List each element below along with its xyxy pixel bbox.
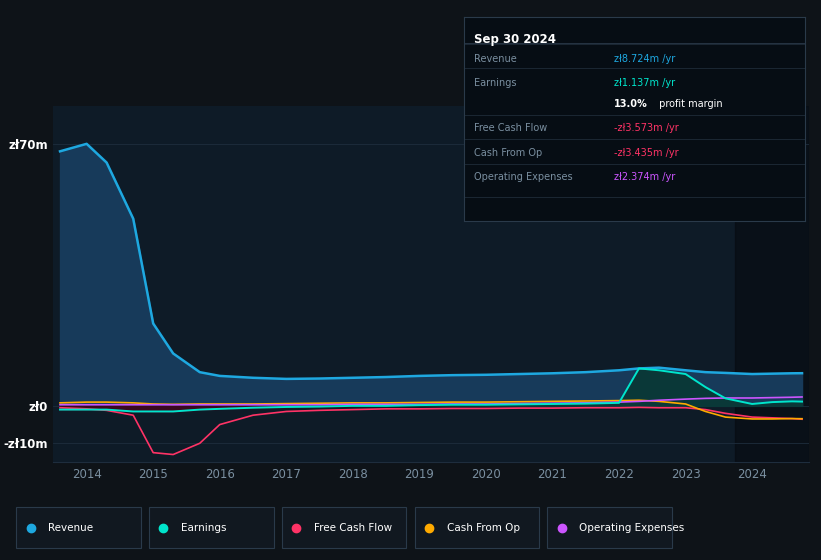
Text: Free Cash Flow: Free Cash Flow (474, 123, 548, 133)
Text: zł2.374m /yr: zł2.374m /yr (614, 172, 675, 182)
Text: Earnings: Earnings (181, 522, 227, 533)
FancyBboxPatch shape (149, 507, 273, 548)
FancyBboxPatch shape (415, 507, 539, 548)
Text: Earnings: Earnings (474, 78, 516, 88)
Text: profit margin: profit margin (656, 99, 723, 109)
Text: Revenue: Revenue (48, 522, 94, 533)
Text: -zł3.573m /yr: -zł3.573m /yr (614, 123, 678, 133)
FancyBboxPatch shape (548, 507, 672, 548)
Text: Free Cash Flow: Free Cash Flow (314, 522, 392, 533)
FancyBboxPatch shape (16, 507, 141, 548)
Text: -zł3.435m /yr: -zł3.435m /yr (614, 148, 678, 157)
Text: zł1.137m /yr: zł1.137m /yr (614, 78, 675, 88)
Text: Cash From Op: Cash From Op (474, 148, 543, 157)
Text: Sep 30 2024: Sep 30 2024 (474, 33, 556, 46)
Text: Operating Expenses: Operating Expenses (580, 522, 685, 533)
Text: Revenue: Revenue (474, 54, 517, 64)
Bar (736, 106, 809, 462)
Text: 13.0%: 13.0% (614, 99, 648, 109)
Text: zł8.724m /yr: zł8.724m /yr (614, 54, 675, 64)
FancyBboxPatch shape (282, 507, 406, 548)
Text: Cash From Op: Cash From Op (447, 522, 520, 533)
Text: Operating Expenses: Operating Expenses (474, 172, 573, 182)
